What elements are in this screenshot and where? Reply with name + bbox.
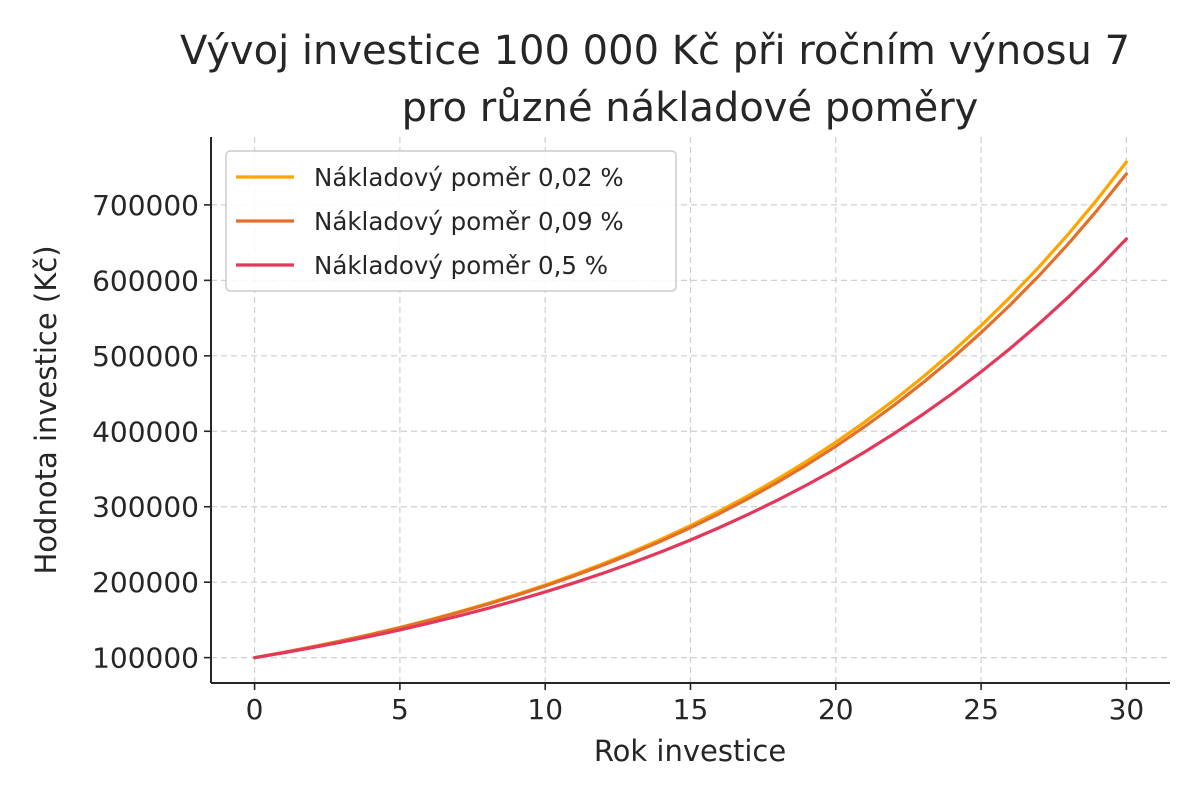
x-tick-label: 25 [963,693,999,726]
series-line [252,172,1129,660]
legend: Nákladový poměr 0,02 % Nákladový poměr 0,… [225,150,677,292]
legend-box [225,150,677,292]
x-tick-label: 5 [391,693,409,726]
series-line [252,237,1129,660]
legend-label: Nákladový poměr 0,09 % [314,207,624,236]
x-tick-label: 20 [818,693,854,726]
y-axis-label: Hodnota investice (Kč) [29,245,63,574]
y-tick-label: 200000 [92,566,199,599]
legend-label: Nákladový poměr 0,02 % [314,163,624,192]
x-axis-label: Rok investice [594,734,786,768]
y-tick-label: 300000 [92,491,199,524]
x-tick-label: 15 [673,693,709,726]
chart-title-line-1: Vývoj investice 100 000 Kč při ročním vý… [180,28,1130,74]
y-tick-label: 100000 [92,642,199,675]
chart-title-line-2: pro různé nákladové poměry [402,85,979,131]
y-tick-label: 700000 [92,189,199,222]
y-tick-label: 600000 [92,264,199,297]
series-lines [252,160,1129,660]
y-tick-label: 400000 [92,415,199,448]
legend-label: Nákladový poměr 0,5 % [314,251,608,280]
y-tick-label: 500000 [92,340,199,373]
ticks: 0 5 10 15 20 25 30 100000 200000 300000 400000 5000… [92,189,1144,726]
x-tick-label: 10 [527,693,563,726]
x-tick-label: 30 [1109,693,1145,726]
x-tick-label: 0 [246,693,264,726]
